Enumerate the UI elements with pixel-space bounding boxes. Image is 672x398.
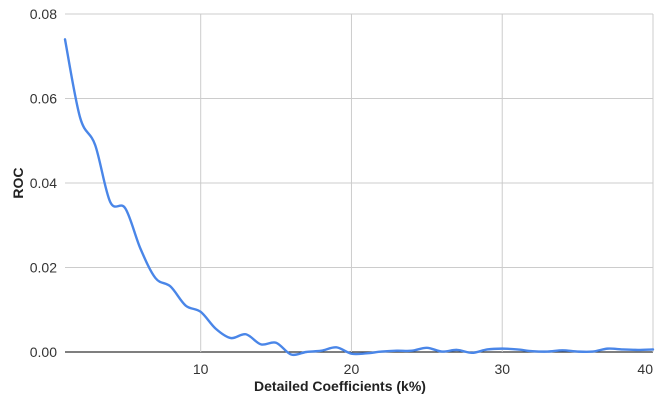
series-layer — [63, 38, 655, 357]
y-axis-title: ROC — [10, 167, 26, 198]
x-tick-label: 40 — [637, 361, 653, 377]
y-tick-label: 0.06 — [30, 91, 57, 107]
y-tick-label: 0.00 — [30, 344, 57, 360]
x-tick-label: 20 — [344, 361, 360, 377]
x-tick-label: 30 — [494, 361, 510, 377]
grid-lines — [65, 13, 654, 353]
series-line — [63, 38, 655, 357]
y-tick-label: 0.02 — [30, 260, 57, 276]
y-tick-label: 0.04 — [30, 175, 57, 191]
x-tick-label: 10 — [193, 361, 209, 377]
tick-labels: 0.00 0.02 0.04 0.06 0.08 10 20 30 40 — [30, 6, 653, 377]
y-tick-label: 0.08 — [30, 6, 57, 22]
x-axis-title: Detailed Coefficients (k%) — [254, 378, 426, 394]
